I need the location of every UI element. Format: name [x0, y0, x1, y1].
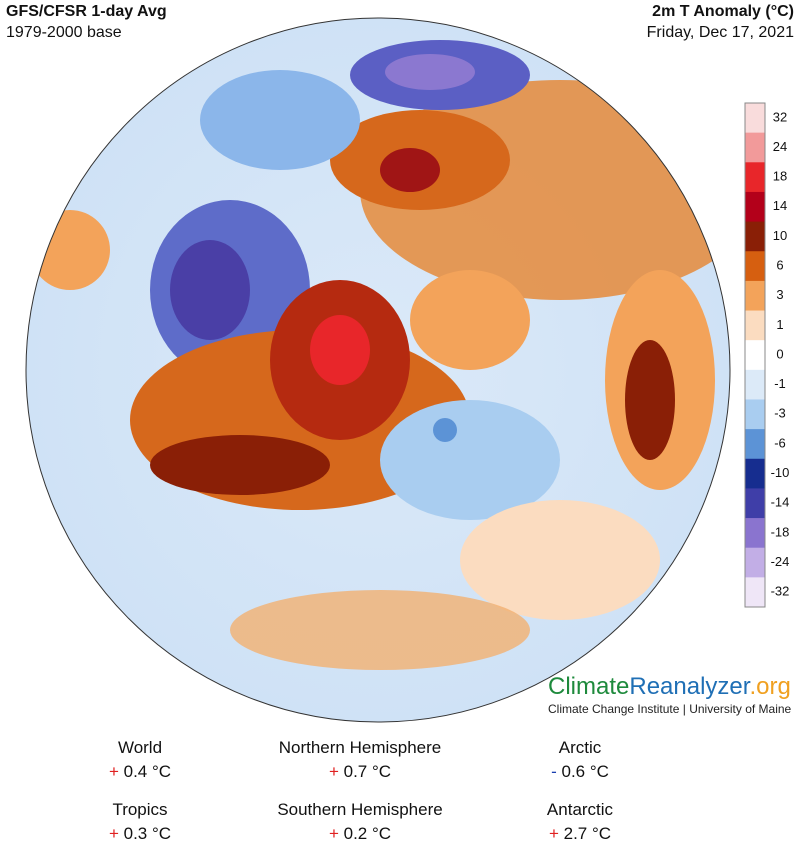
map-title: GFS/CFSR 1-day Avg — [6, 3, 167, 20]
colorbar-label: -14 — [771, 495, 790, 510]
colorbar-label: -24 — [771, 554, 790, 569]
colorbar-swatch — [745, 429, 765, 460]
region-value: 0.7 °C — [343, 762, 392, 781]
colorbar-frame — [744, 102, 766, 608]
colorbar-label: -18 — [771, 524, 790, 539]
colorbar-swatch — [745, 103, 765, 134]
region-name: World — [117, 738, 163, 757]
colorbar-label: -6 — [774, 435, 786, 450]
colorbar-swatch — [745, 488, 765, 519]
region-name: Antarctic — [546, 800, 614, 819]
brand-part: .org — [749, 673, 790, 700]
region-value-line: + 0.7 °C — [240, 762, 480, 782]
colorbar-label: 0 — [776, 346, 783, 361]
sign: + — [328, 824, 339, 843]
region-value: 0.6 °C — [561, 762, 609, 781]
sign: + — [328, 762, 339, 781]
colorbar-label: 1 — [776, 317, 783, 332]
region-name: Southern Hemisphere — [277, 800, 443, 819]
colorbar-label: 6 — [776, 257, 783, 272]
map-subtitle: 1979-2000 base — [6, 24, 122, 41]
region-value: 2.7 °C — [563, 824, 612, 843]
brand-tagline: Climate Change Institute | University of… — [548, 702, 792, 716]
colorbar-swatch — [745, 340, 765, 371]
region-name: Northern Hemisphere — [278, 738, 442, 757]
region-name: Tropics — [112, 800, 168, 819]
brand-part: Reanalyzer — [629, 673, 750, 700]
date-label: Friday, Dec 17, 2021 — [647, 24, 794, 41]
colorbar-label: -3 — [774, 406, 786, 421]
colorbar-label: -32 — [771, 584, 790, 599]
sign: - — [551, 762, 557, 781]
colorbar-label: 32 — [773, 109, 787, 124]
region-value: 0.4 °C — [123, 762, 172, 781]
colorbar-swatch — [745, 310, 765, 341]
region-stat: Southern Hemisphere + 0.2 °C — [240, 800, 480, 844]
region-value-line: + 0.2 °C — [240, 824, 480, 844]
region-value-line: + 2.7 °C — [460, 824, 700, 844]
region-stat: Arctic - 0.6 °C — [460, 738, 700, 782]
colorbar-swatch — [745, 221, 765, 252]
colorbar-swatch — [745, 458, 765, 489]
region-stat: World + 0.4 °C — [20, 738, 260, 782]
region-value-line: + 0.4 °C — [20, 762, 260, 782]
colorbar-label: -10 — [771, 465, 790, 480]
sign: + — [108, 762, 119, 781]
region-stat: Antarctic + 2.7 °C — [460, 800, 700, 844]
region-value: 0.2 °C — [343, 824, 392, 843]
colorbar-swatch — [745, 251, 765, 282]
colorbar-swatch — [745, 132, 765, 163]
colorbar-label: 3 — [776, 287, 783, 302]
map-panel: GFS/CFSR 1-day Avg 1979-2000 base 2m T A… — [6, 3, 794, 723]
colorbar-label: 14 — [773, 198, 787, 213]
colorbar-swatch — [745, 191, 765, 223]
colorbar-swatch — [745, 369, 765, 400]
colorbar-label: 10 — [773, 228, 787, 243]
sign: + — [108, 824, 119, 843]
sign: + — [548, 824, 559, 843]
colorbar-label: -1 — [774, 376, 786, 391]
globe-outline — [25, 17, 731, 723]
colorbar-swatch — [745, 577, 765, 608]
brand-part: Climate — [548, 673, 629, 700]
colorbar-swatch — [745, 162, 765, 193]
region-name: Arctic — [558, 738, 602, 757]
region-stat: Tropics + 0.3 °C — [20, 800, 260, 844]
colorbar-swatch — [745, 518, 765, 549]
region-value: 0.3 °C — [123, 824, 172, 843]
brand-name: ClimateReanalyzer.org — [548, 673, 791, 700]
globe — [26, 18, 730, 722]
variable-title: 2m T Anomaly (°C) — [652, 3, 794, 20]
colorbar-swatch — [745, 399, 765, 430]
region-value-line: - 0.6 °C — [460, 762, 700, 782]
region-stat: Northern Hemisphere + 0.7 °C — [240, 738, 480, 782]
colorbar-swatch — [745, 547, 765, 578]
colorbar-label: 24 — [773, 139, 787, 154]
region-value-line: + 0.3 °C — [20, 824, 260, 844]
colorbar-swatch — [745, 280, 765, 312]
colorbar-label: 18 — [773, 169, 787, 184]
